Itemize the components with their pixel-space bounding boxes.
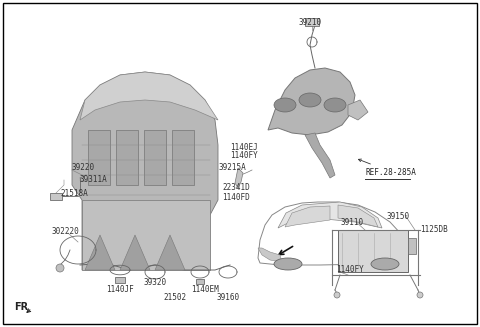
Bar bbox=[196, 279, 204, 284]
Bar bbox=[88, 130, 110, 185]
Circle shape bbox=[334, 292, 340, 298]
Polygon shape bbox=[285, 206, 330, 227]
Polygon shape bbox=[155, 235, 185, 270]
Ellipse shape bbox=[371, 258, 399, 270]
Polygon shape bbox=[85, 235, 115, 270]
Polygon shape bbox=[278, 202, 382, 228]
Bar bbox=[50, 193, 62, 200]
Text: 1140FY: 1140FY bbox=[336, 266, 364, 274]
Bar bbox=[115, 277, 125, 283]
Text: 21502: 21502 bbox=[163, 293, 187, 302]
Text: 39110: 39110 bbox=[340, 218, 363, 227]
Text: 302220: 302220 bbox=[52, 228, 80, 236]
Text: 1140JF: 1140JF bbox=[106, 285, 134, 294]
Text: 39215A: 39215A bbox=[218, 164, 246, 173]
Text: 22341D: 22341D bbox=[222, 183, 250, 193]
Polygon shape bbox=[305, 133, 335, 178]
Ellipse shape bbox=[274, 98, 296, 112]
Polygon shape bbox=[80, 72, 218, 120]
Bar bbox=[305, 18, 319, 26]
Bar bbox=[172, 130, 194, 185]
Bar bbox=[116, 130, 138, 185]
Circle shape bbox=[56, 264, 64, 272]
Polygon shape bbox=[338, 205, 378, 227]
Ellipse shape bbox=[324, 98, 346, 112]
Text: 39150: 39150 bbox=[386, 212, 409, 221]
Text: REF.28-285A: REF.28-285A bbox=[365, 168, 416, 177]
Text: 39210: 39210 bbox=[299, 18, 322, 27]
Polygon shape bbox=[268, 68, 355, 135]
Text: 1140EM: 1140EM bbox=[191, 285, 219, 294]
Bar bbox=[144, 130, 166, 185]
Polygon shape bbox=[235, 168, 243, 188]
Text: FR: FR bbox=[14, 302, 28, 312]
Polygon shape bbox=[258, 248, 282, 262]
Ellipse shape bbox=[299, 93, 321, 107]
Bar bbox=[408, 238, 416, 254]
Polygon shape bbox=[72, 72, 218, 270]
Text: 39311A: 39311A bbox=[80, 176, 108, 184]
Bar bbox=[82, 200, 210, 270]
Text: 39320: 39320 bbox=[144, 278, 167, 287]
Ellipse shape bbox=[274, 258, 302, 270]
Text: 1140FY: 1140FY bbox=[230, 151, 258, 161]
Text: 21518A: 21518A bbox=[60, 190, 88, 198]
Polygon shape bbox=[120, 235, 150, 270]
Polygon shape bbox=[348, 100, 368, 120]
Text: 39160: 39160 bbox=[216, 293, 240, 302]
Bar bbox=[338, 230, 408, 272]
Circle shape bbox=[417, 292, 423, 298]
Text: 39220: 39220 bbox=[72, 164, 95, 173]
Text: 1125DB: 1125DB bbox=[420, 226, 448, 234]
Text: 1140FD: 1140FD bbox=[222, 194, 250, 202]
Text: 1140EJ: 1140EJ bbox=[230, 144, 258, 152]
